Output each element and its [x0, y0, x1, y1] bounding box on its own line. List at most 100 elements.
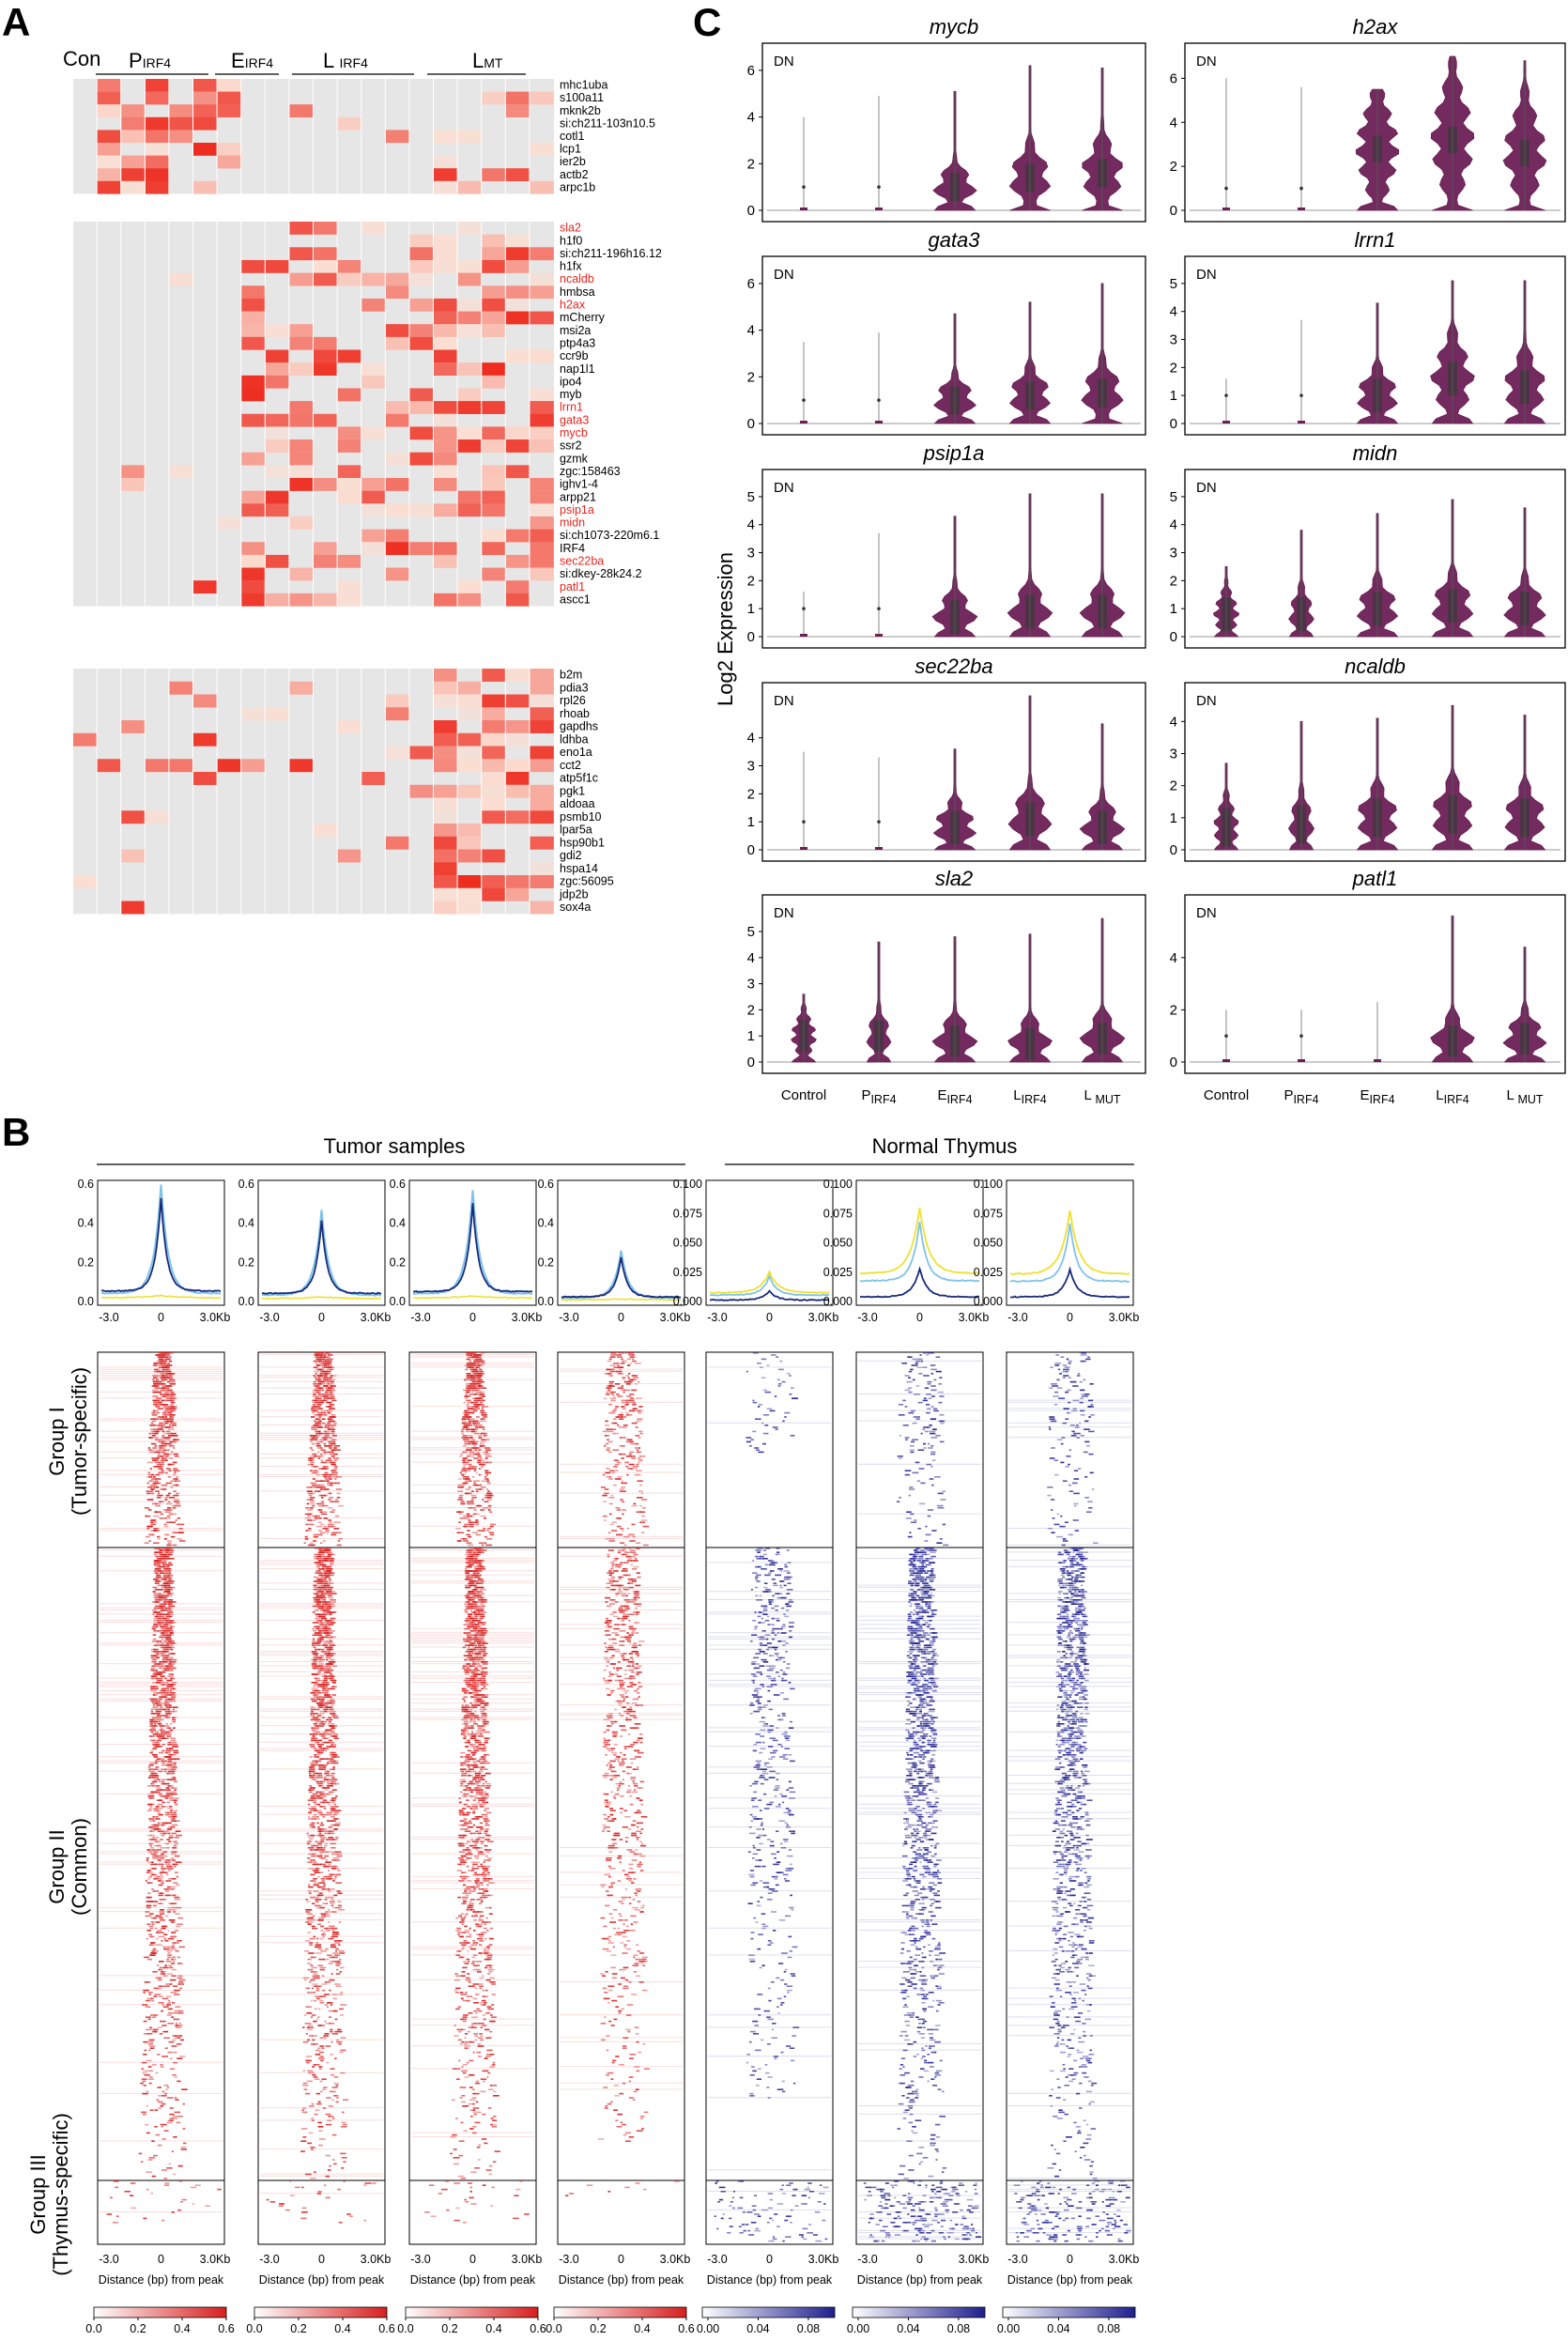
heatmap-mark	[163, 1525, 169, 1528]
x-category-main: P	[861, 1087, 870, 1103]
heatmap-mark	[162, 1801, 166, 1804]
heatmap-mark	[156, 1849, 162, 1851]
heatmap-mark	[172, 1888, 176, 1890]
heatmap-mark	[328, 1605, 332, 1608]
heatmap-mark	[323, 1574, 331, 1577]
heatmap-mark	[170, 1979, 177, 1981]
violin-median	[802, 185, 806, 189]
heatmap-mark	[141, 2078, 147, 2080]
heatmap-mark	[155, 1710, 161, 1713]
heatmap-mark	[319, 1558, 323, 1560]
heatmap-mark	[317, 1352, 325, 1354]
heatmap-mark	[328, 1478, 333, 1480]
heatmap-mark	[166, 1909, 172, 1911]
heatmap-cell	[314, 554, 338, 568]
heatmap-mark	[331, 1702, 335, 1704]
heatmap-mark	[167, 1744, 172, 1746]
heatmap-mark	[146, 2188, 149, 2191]
heatmap-mark	[156, 1677, 163, 1680]
heatmap-cell	[434, 862, 458, 876]
heatmap-mark	[165, 1459, 168, 1461]
gene-label: ascc1	[560, 593, 591, 606]
heatmap-mark	[307, 1515, 311, 1517]
heatmap-mark	[170, 1857, 175, 1859]
heatmap-mark	[168, 1375, 173, 1377]
heatmap-cell	[121, 104, 146, 117]
heatmap-mark	[328, 1613, 331, 1615]
heatmap-mark	[324, 1426, 331, 1428]
heatmap-mark	[330, 1375, 333, 1377]
heatmap-mark	[329, 1380, 332, 1383]
heatmap-mark	[167, 1700, 172, 1702]
heatmap-mark	[153, 1519, 157, 1521]
heatmap-mark	[336, 2030, 343, 2033]
heatmap-mark	[320, 1871, 324, 1873]
heatmap-mark	[329, 2090, 336, 2093]
heatmap-mark	[149, 1486, 156, 1488]
heatmap-cell	[505, 529, 530, 543]
heatmap-mark	[313, 1389, 317, 1392]
heatmap-mark	[150, 1868, 153, 1870]
heatmap-mark	[162, 1609, 167, 1611]
heatmap-mark	[324, 1710, 327, 1713]
heatmap-cell	[361, 542, 386, 556]
heatmap-mark	[167, 1956, 172, 1959]
x-category-sub: IRF4	[1293, 1093, 1318, 1106]
heatmap-mark	[313, 1999, 316, 2002]
heatmap-mark	[330, 1698, 334, 1701]
heatmap-mark	[173, 1811, 177, 1814]
heatmap-mark	[328, 1791, 334, 1794]
heatmap-mark	[161, 1749, 164, 1752]
heatmap-mark	[100, 1437, 223, 1439]
heatmap-mark	[323, 1395, 330, 1397]
heatmap-mark	[168, 1698, 176, 1701]
heatmap-cell	[289, 336, 314, 350]
heatmap-cell	[385, 478, 410, 491]
heatmap-mark	[325, 1733, 332, 1735]
heatmap-mark	[321, 1358, 326, 1361]
heatmap-mark	[157, 1785, 161, 1787]
heatmap-mark	[260, 1435, 383, 1436]
heatmap-mark	[169, 1663, 172, 1665]
heatmap-mark	[328, 1937, 334, 1940]
heatmap-mark	[312, 1816, 317, 1818]
heatmap-cell	[217, 143, 241, 156]
heatmap-mark	[161, 1733, 165, 1735]
x-category-label: EIRF4	[937, 1087, 972, 1106]
heatmap-mark	[164, 1710, 168, 1713]
heatmap-mark	[106, 2213, 113, 2215]
heatmap-mark	[311, 1737, 318, 1739]
heatmap-cell	[241, 759, 266, 773]
heatmap-mark	[150, 1768, 157, 1770]
heatmap-mark	[173, 1470, 177, 1471]
profile-x-tick: -3.0	[259, 1311, 280, 1324]
heatmap-mark	[179, 2023, 181, 2025]
heatmap-mark	[168, 1878, 172, 1880]
heatmap-mark	[328, 1420, 334, 1423]
heatmap-mark	[331, 2041, 333, 2043]
profile-curve-light	[100, 1184, 222, 1295]
heatmap-cell	[241, 375, 266, 389]
heatmap-mark	[322, 1615, 326, 1618]
heatmap-mark	[315, 1625, 321, 1628]
heatmap-mark	[168, 2163, 172, 2165]
heatmap-mark	[314, 1609, 319, 1611]
heatmap-mark	[337, 2028, 342, 2031]
heatmap-cell	[457, 681, 482, 695]
heatmap-cell	[482, 259, 506, 273]
heatmap-mark	[175, 1830, 181, 1832]
heatmap-mark	[331, 1414, 336, 1416]
heatmap-mark	[317, 1457, 321, 1459]
heatmap-mark	[325, 1789, 328, 1791]
heatmap-mark	[318, 2068, 322, 2070]
heatmap-mark	[331, 1723, 335, 1725]
heatmap-mark	[165, 1731, 170, 1733]
heatmap-mark	[327, 1758, 333, 1760]
heatmap-mark	[324, 1915, 331, 1917]
heatmap-mark	[170, 1811, 173, 1814]
heatmap-mark	[163, 1661, 168, 1663]
heatmap-mark	[311, 1408, 315, 1409]
heatmap-mark	[172, 1944, 175, 1946]
heatmap-mark	[308, 1909, 313, 1911]
heatmap-mark	[315, 1368, 320, 1371]
